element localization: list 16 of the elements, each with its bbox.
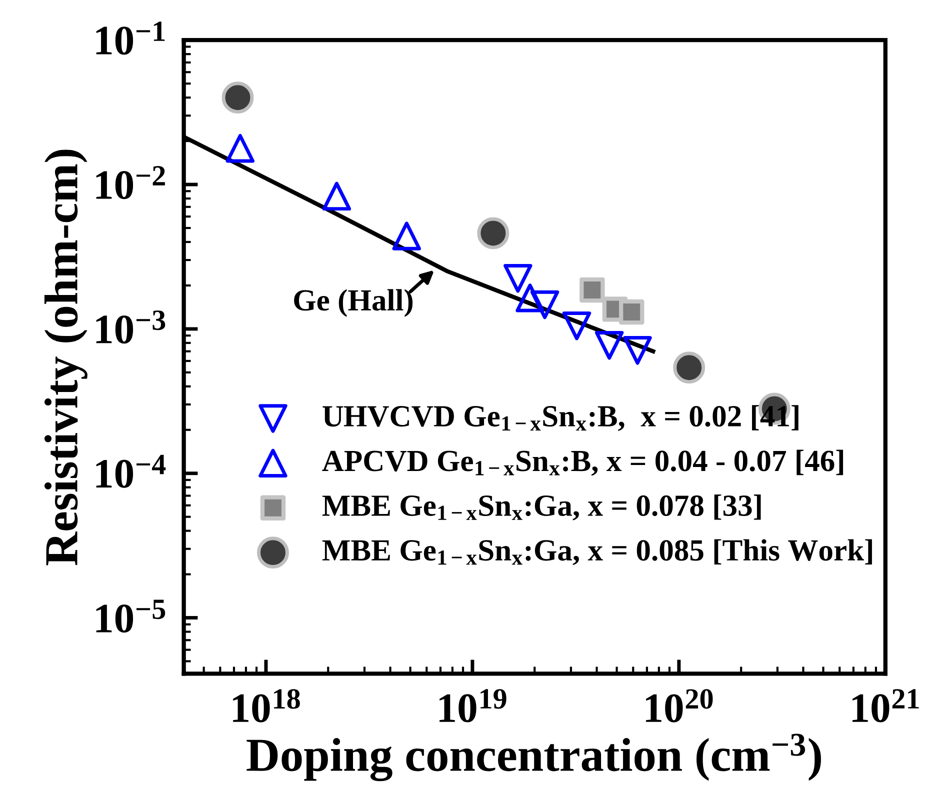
x-tick-label: 10$^{19}$ <box>440 689 506 722</box>
x-tick-label: 10$^{21}$ <box>852 689 919 722</box>
x-tick-label: 10$^{20}$ <box>646 689 713 722</box>
legend-label: MBE Ge$_{1−x}$Sn$_{x}$:Ga, x = 0.078 [33] <box>322 494 761 520</box>
y-tick-label: 10$^{−1}$ <box>96 22 165 55</box>
legend-label: APCVD Ge$_{1−x}$Sn$_{x}$:B, x = 0.04 - 0.07 [46] <box>322 450 844 476</box>
legend-label: UHVCVD Ge$_{1−x}$Sn$_{x}$:B, x = 0.02 [41] <box>322 405 798 432</box>
legend-label: MBE Ge$_{1−x}$Sn$_{x}$:Ga, x = 0.085 [This Work] <box>322 539 872 566</box>
y-tick-label: 10$^{−4}$ <box>96 454 166 488</box>
y-axis-title: Resistivity (ohm-cm) <box>44 150 88 566</box>
y-tick-label: 10$^{−5}$ <box>96 600 166 633</box>
y-tick-label: 10$^{−2}$ <box>96 166 165 200</box>
y-tick-label: 10$^{−3}$ <box>96 310 166 344</box>
x-tick-label: 10$^{18}$ <box>233 689 300 722</box>
annotation: Ge (Hall) <box>294 289 413 317</box>
x-axis-title: Doping concentration (cm$^{−3}$) <box>246 734 821 782</box>
